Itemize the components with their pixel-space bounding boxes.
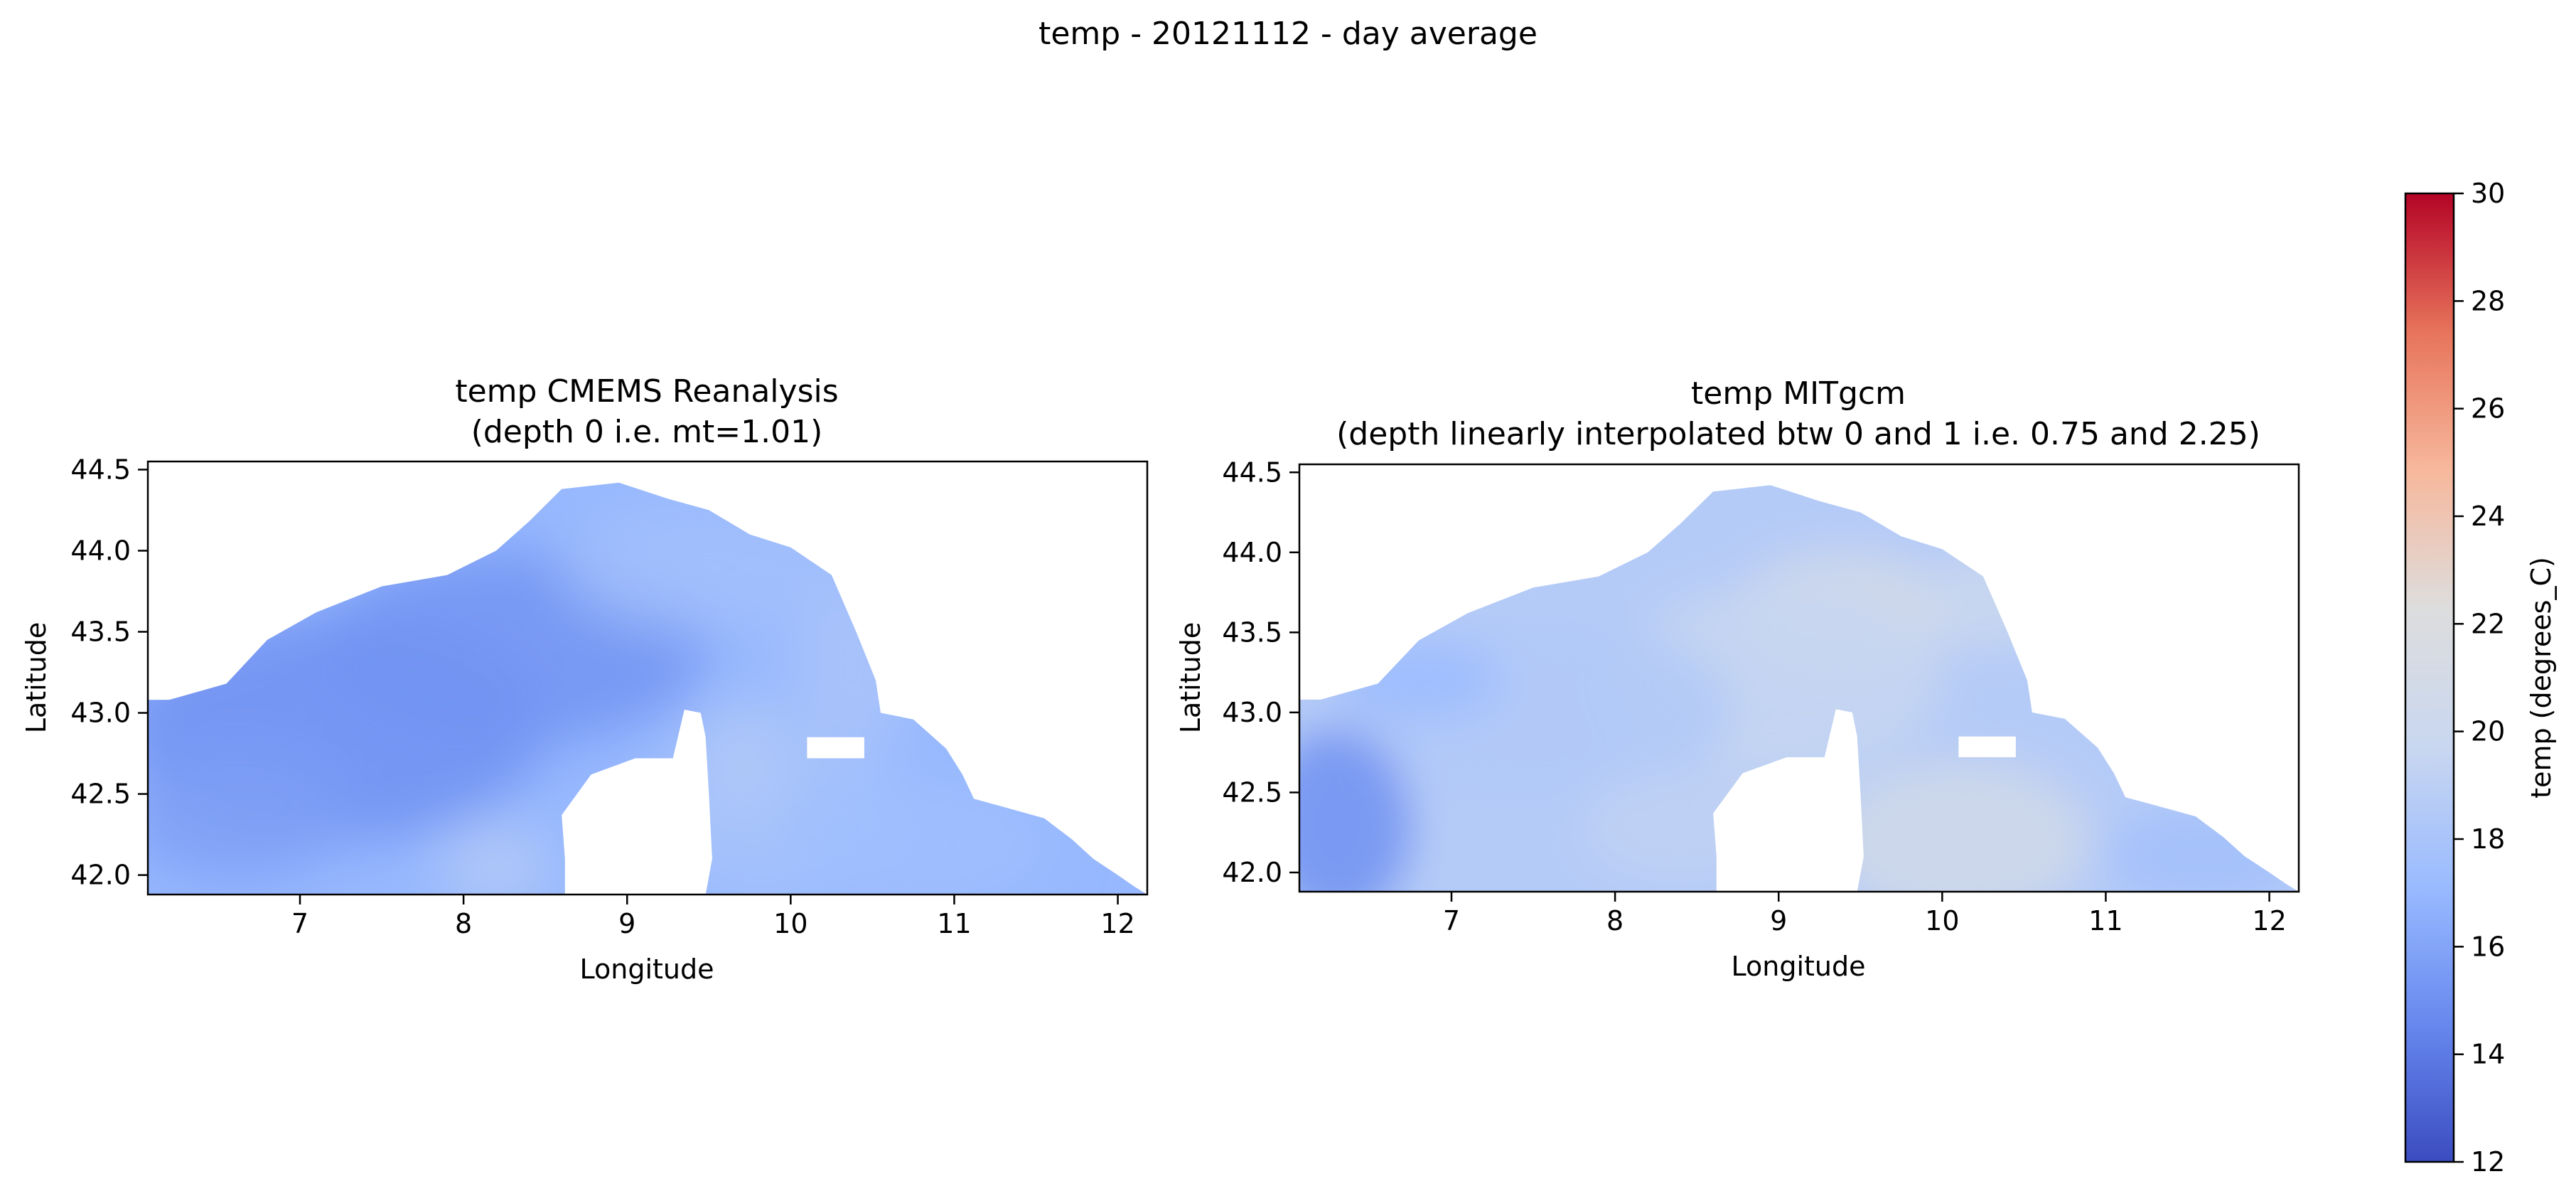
y-tick-label: 42.5 bbox=[70, 779, 131, 810]
x-tick-label: 10 bbox=[1925, 905, 1959, 936]
colorbar-tick-label: 24 bbox=[2471, 501, 2505, 532]
y-tick-label: 44.0 bbox=[1222, 537, 1282, 568]
y-axis-label-cmems: Latitude bbox=[21, 622, 52, 733]
x-tick-label: 8 bbox=[455, 908, 472, 939]
temperature-patch bbox=[439, 826, 554, 895]
x-tick-label: 7 bbox=[1443, 905, 1460, 936]
elba-land bbox=[807, 737, 864, 759]
colorbar-tick-label: 20 bbox=[2471, 716, 2505, 747]
temperature-patch bbox=[1828, 760, 2090, 892]
temperature-field-mitgcm bbox=[1299, 485, 2299, 892]
colorbar-fill bbox=[2404, 192, 2455, 1163]
x-tick-label: 8 bbox=[1606, 905, 1624, 936]
sea-region bbox=[148, 482, 1147, 895]
x-axis-cmems: 7 8 9 10 11 12 bbox=[291, 895, 1135, 939]
y-tick-label: 42.0 bbox=[1222, 857, 1282, 888]
y-tick-label: 44.0 bbox=[70, 535, 131, 566]
x-tick-label: 9 bbox=[1770, 905, 1787, 936]
corsica-land bbox=[1713, 709, 1864, 892]
y-tick-label: 44.5 bbox=[1222, 457, 1282, 488]
colorbar-tick-label: 18 bbox=[2471, 823, 2505, 855]
temperature-patch bbox=[1336, 640, 1501, 721]
x-axis-label-mitgcm: Longitude bbox=[1732, 951, 1866, 982]
temperature-field-cmems bbox=[148, 482, 1147, 895]
x-tick-label: 7 bbox=[291, 908, 308, 939]
y-tick-label: 43.5 bbox=[70, 616, 131, 647]
x-axis-label-cmems: Longitude bbox=[580, 954, 714, 985]
temperature-patch bbox=[148, 753, 350, 884]
panel-title-line2: (depth linearly interpolated btw 0 and 1… bbox=[1336, 416, 2260, 452]
colorbar: 12 14 16 18 20 22 24 26 28 30 temp (degrees_C) bbox=[2404, 178, 2557, 1178]
temperature-patch bbox=[1926, 552, 2057, 648]
colorbar-tick-label: 22 bbox=[2471, 608, 2505, 639]
y-tick-label: 42.5 bbox=[1222, 776, 1282, 808]
axes-frame-mitgcm bbox=[1298, 463, 2300, 893]
colorbar-ticks: 12 14 16 18 20 22 24 26 28 30 bbox=[2454, 178, 2505, 1178]
axes-frame-cmems bbox=[146, 460, 1149, 896]
y-axis-label-mitgcm: Latitude bbox=[1175, 622, 1206, 733]
x-axis-mitgcm: 7 8 9 10 11 12 bbox=[1443, 892, 2287, 936]
temperature-patch bbox=[790, 583, 922, 746]
panel-title-line2: (depth 0 i.e. mt=1.01) bbox=[471, 414, 823, 450]
y-tick-label: 43.0 bbox=[1222, 697, 1282, 728]
y-axis-mitgcm: 42.0 42.5 43.0 43.5 44.0 44.5 bbox=[1222, 457, 1299, 888]
temperature-patch bbox=[2105, 808, 2299, 892]
x-tick-label: 12 bbox=[2252, 905, 2286, 936]
colorbar-tick-label: 14 bbox=[2471, 1039, 2505, 1070]
colorbar-label: temp (degrees_C) bbox=[2526, 557, 2557, 799]
x-tick-label: 9 bbox=[618, 908, 635, 939]
x-tick-label: 12 bbox=[1100, 908, 1134, 939]
colorbar-tick-label: 30 bbox=[2471, 178, 2505, 209]
x-tick-label: 11 bbox=[2088, 905, 2122, 936]
x-tick-label: 11 bbox=[937, 908, 971, 939]
corsica-land bbox=[562, 710, 712, 895]
colorbar-tick-label: 26 bbox=[2471, 393, 2505, 425]
panel-title-line1: temp CMEMS Reanalysis bbox=[455, 373, 838, 410]
temperature-patch bbox=[790, 777, 1053, 895]
y-tick-label: 43.0 bbox=[70, 698, 131, 729]
colorbar-tick-label: 28 bbox=[2471, 285, 2505, 316]
panel-title-line1: temp MITgcm bbox=[1691, 375, 1906, 412]
y-axis-cmems: 42.0 42.5 43.0 43.5 44.0 44.5 bbox=[70, 454, 148, 891]
y-tick-label: 42.0 bbox=[70, 860, 131, 891]
figure-suptitle: temp - 20121112 - day average bbox=[1039, 16, 1537, 52]
y-tick-label: 43.5 bbox=[1222, 616, 1282, 648]
temperature-patch bbox=[692, 696, 791, 827]
panel-mitgcm: temp MITgcm (depth linearly interpolated… bbox=[1175, 375, 2300, 982]
y-tick-label: 44.5 bbox=[70, 454, 131, 485]
elba-land bbox=[1958, 736, 2016, 757]
panel-cmems: temp CMEMS Reanalysis (depth 0 i.e. mt=1… bbox=[21, 373, 1149, 985]
x-tick-label: 10 bbox=[773, 908, 807, 939]
temperature-patches bbox=[148, 502, 1053, 895]
colorbar-tick-label: 12 bbox=[2471, 1146, 2505, 1178]
sea-region bbox=[1299, 485, 2299, 892]
colorbar-tick-label: 16 bbox=[2471, 931, 2505, 962]
